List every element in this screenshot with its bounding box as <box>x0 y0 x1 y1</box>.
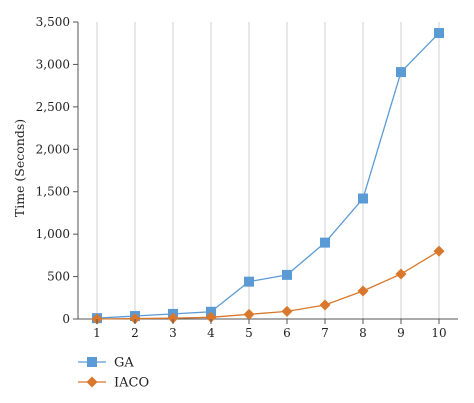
y-tick-label-500: 500 <box>47 270 70 284</box>
point-ga-10 <box>434 28 444 39</box>
series-layer <box>91 28 445 325</box>
x-tick-label-9: 9 <box>397 326 405 340</box>
x-tick-label-4: 4 <box>207 326 215 340</box>
point-ga-4 <box>206 306 216 317</box>
x-tick-label-1: 1 <box>93 326 101 340</box>
point-iaco-3 <box>167 312 179 324</box>
x-tick-label-8: 8 <box>359 326 367 340</box>
y-tick-label-2500: 2,500 <box>36 100 70 114</box>
series-line-iaco <box>96 250 440 320</box>
point-iaco-4 <box>205 311 217 323</box>
x-tick-label-3: 3 <box>169 326 177 340</box>
point-iaco-2 <box>129 313 141 325</box>
point-iaco-5 <box>243 308 255 320</box>
point-iaco-7 <box>319 299 331 311</box>
point-iaco-8 <box>357 285 369 297</box>
point-iaco-10 <box>433 245 445 257</box>
y-axis-title: Time (Seconds) <box>12 119 27 217</box>
point-ga-7 <box>320 237 330 248</box>
y-tick-label-2000: 2,000 <box>36 142 70 156</box>
point-ga-6 <box>282 269 292 280</box>
tick-layer: 0 500 1,000 1,500 2,000 2,500 3,000 3,500 1 2 3 4 5 6… <box>36 15 447 340</box>
legend-marker-iaco <box>86 376 98 388</box>
x-tick-label-5: 5 <box>245 326 253 340</box>
legend-item-iaco: IACO <box>78 376 149 391</box>
legend: GA IACO <box>78 356 149 391</box>
point-iaco-9 <box>395 268 407 280</box>
x-tick-label-6: 6 <box>283 326 291 340</box>
legend-label-iaco: IACO <box>114 376 149 391</box>
point-iaco-6 <box>281 305 293 317</box>
y-tick-label-3000: 3,000 <box>36 57 70 71</box>
grid-layer <box>96 22 440 319</box>
y-tick-label-1000: 1,000 <box>36 227 70 241</box>
x-tick-label-7: 7 <box>321 326 329 340</box>
point-ga-9 <box>396 67 406 78</box>
point-ga-5 <box>244 276 254 287</box>
y-tick-label-0: 0 <box>62 312 70 326</box>
legend-item-ga: GA <box>78 356 134 371</box>
x-tick-label-10: 10 <box>431 326 446 340</box>
x-tick-label-2: 2 <box>131 326 139 340</box>
legend-marker-ga <box>87 357 97 367</box>
legend-label-ga: GA <box>114 356 134 371</box>
series-iaco <box>91 245 445 325</box>
series-line-ga <box>96 32 440 319</box>
y-tick-label-1500: 1,500 <box>36 185 70 199</box>
point-ga-8 <box>358 193 368 204</box>
y-tick-label-3500: 3,500 <box>36 15 70 29</box>
